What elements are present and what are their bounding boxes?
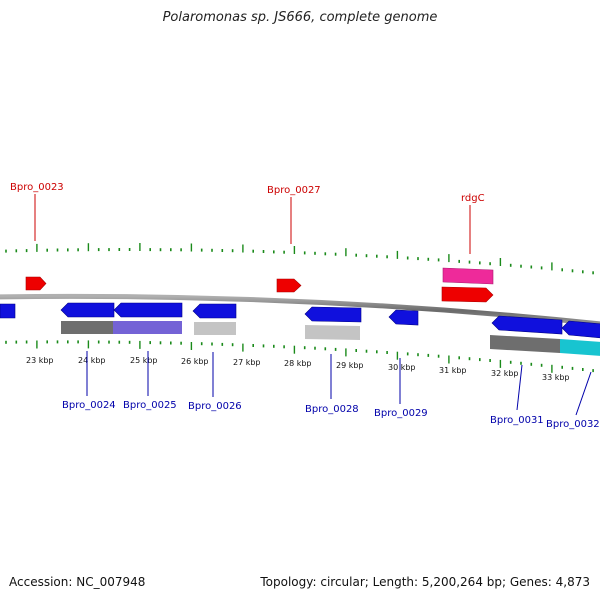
scale-label-32: 32 kbp [491, 369, 519, 378]
reverse-strand-genes [0, 302, 600, 339]
topology-summary: Topology: circular; Length: 5,200,264 bp… [260, 575, 590, 589]
tick-row-bottom [5, 340, 594, 373]
gene-arrow-bpro-0031[interactable] [491, 315, 563, 335]
scale-label-24: 24 kbp [78, 356, 106, 365]
gene-arrow-bpro-0027[interactable] [276, 278, 302, 293]
gene-arrow-forward[interactable] [25, 276, 47, 291]
gene-label-bpro-0026[interactable]: Bpro_0026 [188, 401, 242, 412]
leader-line-bpro-0031 [516, 364, 523, 411]
scale-label-23: 23 kbp [26, 356, 54, 365]
scale-label-29: 29 kbp [336, 361, 364, 370]
feature-bar-light-gray[interactable] [194, 322, 236, 335]
scale-label-30: 30 kbp [388, 363, 416, 372]
tick-row-top [5, 243, 594, 275]
gene-arrow-reverse[interactable] [0, 303, 16, 319]
gene-arrow-rdgc[interactable] [442, 267, 494, 285]
gene-label-bpro-0025[interactable]: Bpro_0025 [123, 400, 177, 411]
feature-bar-cyan[interactable] [560, 339, 600, 356]
feature-bar-purple[interactable] [113, 321, 182, 334]
gene-label-rdgc[interactable]: rdgC [461, 193, 485, 204]
accession-text: Accession: NC_007948 [9, 575, 146, 589]
scale-label-27: 27 kbp [233, 358, 261, 367]
feature-bar-dark-gray-2[interactable] [490, 335, 560, 353]
gene-arrow-bpro-0032[interactable] [561, 320, 600, 339]
genome-backbone [0, 293, 600, 327]
gene-arrow-bpro-0024[interactable] [60, 302, 115, 318]
gene-label-bpro-0023[interactable]: Bpro_0023 [10, 182, 64, 193]
gene-label-bpro-0027[interactable]: Bpro_0027 [267, 185, 321, 196]
gene-label-bpro-0032[interactable]: Bpro_0032 [546, 419, 600, 430]
gene-arrow-forward-2[interactable] [441, 286, 494, 303]
map-title: Polaromonas sp. JS666, complete genome [162, 10, 438, 25]
gene-arrow-bpro-0026[interactable] [192, 303, 237, 319]
scale-label-31: 31 kbp [439, 366, 467, 375]
feature-bars [61, 321, 600, 356]
gene-label-bpro-0024[interactable]: Bpro_0024 [62, 400, 116, 411]
feature-bar-light-gray-2[interactable] [305, 325, 360, 340]
scale-label-28: 28 kbp [284, 359, 312, 368]
scale-labels: 23 kbp 24 kbp 25 kbp 26 kbp 27 kbp 28 kb… [26, 356, 570, 382]
gene-arrow-bpro-0028[interactable] [304, 306, 362, 323]
forward-gene-labels: Bpro_0023 Bpro_0027 rdgC [10, 182, 485, 254]
scale-label-26: 26 kbp [181, 357, 209, 366]
gene-label-bpro-0028[interactable]: Bpro_0028 [305, 404, 359, 415]
gene-arrow-bpro-0029[interactable] [388, 309, 419, 326]
scale-label-33: 33 kbp [542, 373, 570, 382]
scale-label-25: 25 kbp [130, 356, 158, 365]
gene-label-bpro-0029[interactable]: Bpro_0029 [374, 408, 428, 419]
reverse-gene-labels: Bpro_0024 Bpro_0025 Bpro_0026 Bpro_0028 … [62, 351, 600, 430]
gene-label-bpro-0031[interactable]: Bpro_0031 [490, 415, 544, 426]
leader-line-bpro-0032 [575, 371, 592, 416]
forward-strand-genes [25, 267, 494, 303]
feature-bar-dark-gray[interactable] [61, 321, 113, 334]
gene-arrow-bpro-0025[interactable] [113, 302, 183, 318]
